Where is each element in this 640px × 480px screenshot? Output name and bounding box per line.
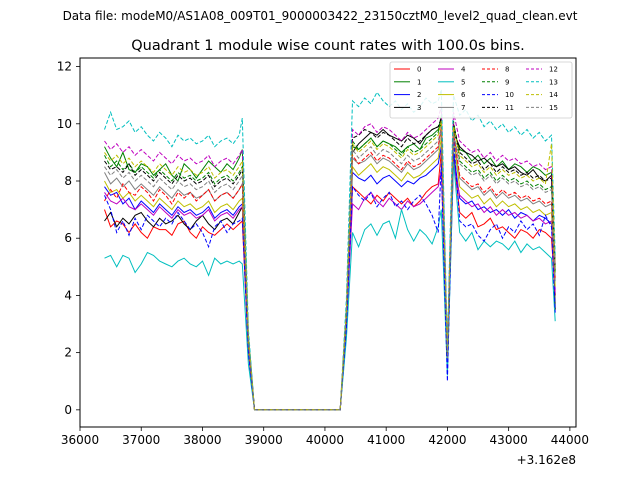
series-line-6: [104, 138, 556, 411]
series-line-5: [104, 160, 556, 411]
series-line-2: [104, 146, 556, 411]
x-tick-label: 38000: [183, 433, 221, 447]
series-line-4: [104, 163, 556, 411]
series-line-9: [104, 115, 556, 411]
legend-label-6: 6: [461, 91, 466, 99]
legend-label-2: 2: [417, 91, 421, 99]
y-tick-label: 12: [57, 60, 72, 74]
series-line-15: [104, 126, 556, 411]
x-tick-label: 37000: [122, 433, 160, 447]
x-tick-label: 41000: [367, 433, 405, 447]
legend-label-1: 1: [417, 78, 421, 86]
series-line-8: [104, 126, 556, 411]
y-tick-label: 0: [64, 403, 72, 417]
y-tick-label: 6: [64, 231, 72, 245]
legend-label-12: 12: [549, 66, 558, 74]
legend-label-8: 8: [505, 66, 509, 74]
x-offset-label: +3.162e8: [517, 453, 576, 467]
x-tick-label: 39000: [245, 433, 283, 447]
legend-label-14: 14: [549, 91, 558, 99]
series-line-11: [104, 117, 556, 411]
x-axis: 36000 37000 38000 39000 40000 41000 42000 43000…: [61, 427, 589, 447]
legend-box: [389, 61, 573, 119]
y-tick-label: 4: [64, 288, 72, 302]
y-tick-label: 10: [57, 117, 72, 131]
x-tick-label: 40000: [306, 433, 344, 447]
legend-label-13: 13: [549, 78, 558, 86]
legend-label-5: 5: [461, 78, 465, 86]
series-line-1: [104, 121, 556, 411]
y-tick-label: 8: [64, 174, 72, 188]
legend-label-0: 0: [417, 66, 421, 74]
series-line-13: [104, 89, 556, 411]
legend-label-15: 15: [549, 104, 558, 112]
legend-label-9: 9: [505, 78, 509, 86]
plot-area: [79, 57, 577, 428]
series-layer: [104, 89, 556, 411]
series-line-10: [104, 138, 556, 411]
x-tick-label: 42000: [428, 433, 466, 447]
axes-frame: [79, 57, 577, 428]
legend-label-10: 10: [505, 91, 514, 99]
y-tick-label: 2: [64, 346, 72, 360]
series-line-0: [104, 152, 556, 411]
x-tick-label: 36000: [61, 433, 99, 447]
x-tick-label: 43000: [490, 433, 528, 447]
y-axis: 0 2 4 6 8 10 12: [57, 60, 80, 417]
x-tick-label: 44000: [551, 433, 589, 447]
chart-title: Quadrant 1 module wise count rates with …: [131, 38, 525, 54]
data-file-label: Data file: modeM0/AS1A08_009T01_90000034…: [63, 9, 578, 23]
legend-label-11: 11: [505, 104, 514, 112]
series-line-12: [104, 106, 556, 411]
legend-label-4: 4: [461, 66, 466, 74]
legend-label-7: 7: [461, 104, 465, 112]
legend-label-3: 3: [417, 104, 421, 112]
